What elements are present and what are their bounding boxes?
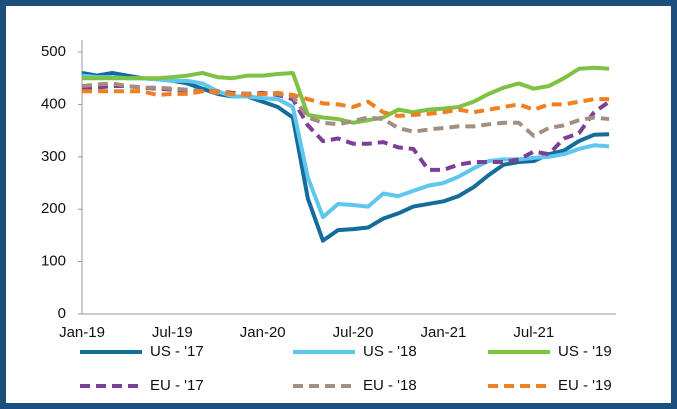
series-line [82,89,610,118]
x-tick-label: Jan-20 [240,324,286,341]
legend-label: US - '17 [150,343,204,360]
series-line [81,81,610,138]
y-tick-label: 0 [58,305,66,322]
x-tick-label: Jan-21 [421,324,467,341]
x-tick-label: Jan-19 [59,324,105,341]
legend-label: US - '18 [363,343,417,360]
y-tick-label: 500 [41,43,66,60]
y-tick-label: 400 [41,95,66,112]
y-tick-label: 200 [41,200,66,217]
legend-label: EU - '17 [150,377,204,394]
series-line [81,73,610,220]
x-tick-label: Jul-20 [333,324,374,341]
legend-label: US - '19 [558,343,612,360]
x-tick-label: Jul-19 [152,324,193,341]
legend-label: EU - '18 [363,377,417,394]
legend-label: EU - '19 [558,377,612,394]
x-tick-label: Jul-21 [513,324,554,341]
y-tick-label: 100 [41,253,66,270]
y-tick-label: 300 [41,148,66,165]
